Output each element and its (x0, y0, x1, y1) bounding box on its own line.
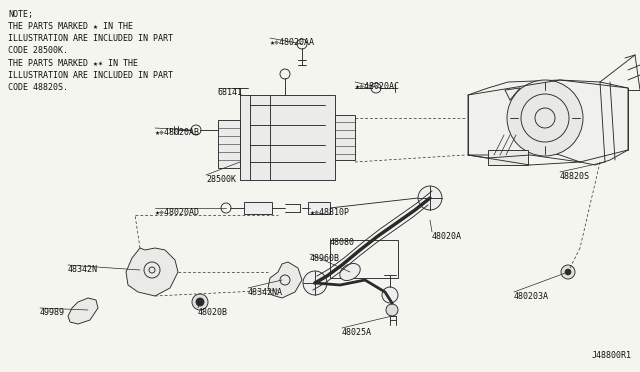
Text: 68141: 68141 (218, 88, 243, 97)
Bar (330, 240, 398, 278)
Text: 28500K: 28500K (206, 175, 236, 184)
Polygon shape (468, 80, 628, 165)
Text: 48020A: 48020A (432, 232, 462, 241)
Circle shape (561, 265, 575, 279)
Bar (308, 202, 330, 214)
Text: 48020B: 48020B (198, 308, 228, 317)
Circle shape (418, 186, 442, 210)
Text: 48025A: 48025A (342, 328, 372, 337)
Circle shape (382, 287, 398, 303)
Text: 480203A: 480203A (514, 292, 549, 301)
Circle shape (386, 304, 398, 316)
Circle shape (196, 298, 204, 306)
Polygon shape (126, 248, 178, 296)
Circle shape (507, 80, 583, 156)
Circle shape (192, 294, 208, 310)
Circle shape (303, 271, 327, 295)
Text: 48820S: 48820S (560, 172, 590, 181)
Text: ★❈48810P: ★❈48810P (310, 208, 350, 217)
Text: 48080: 48080 (330, 238, 355, 247)
Text: ★❈48020AD: ★❈48020AD (155, 208, 200, 217)
Text: NOTE;
THE PARTS MARKED ★ IN THE
ILLUSTRATION ARE INCLUDED IN PART
CODE 28500K.
T: NOTE; THE PARTS MARKED ★ IN THE ILLUSTRA… (8, 10, 173, 92)
Text: 48342NA: 48342NA (248, 288, 283, 297)
Bar (244, 202, 272, 214)
Bar (488, 150, 528, 165)
Text: ★❈48020AC: ★❈48020AC (355, 82, 400, 91)
Polygon shape (268, 262, 302, 298)
Ellipse shape (340, 263, 360, 280)
Text: 49989: 49989 (40, 308, 65, 317)
Text: 48960B: 48960B (310, 254, 340, 263)
Bar (240, 95, 335, 180)
Text: 48342N: 48342N (68, 265, 98, 274)
Bar (218, 120, 240, 168)
Text: ★❈48020AA: ★❈48020AA (270, 38, 315, 47)
Text: ★❈48020AB: ★❈48020AB (155, 128, 200, 137)
Bar (335, 115, 355, 160)
Polygon shape (68, 298, 98, 324)
Text: J48800R1: J48800R1 (592, 351, 632, 360)
Circle shape (565, 269, 571, 275)
